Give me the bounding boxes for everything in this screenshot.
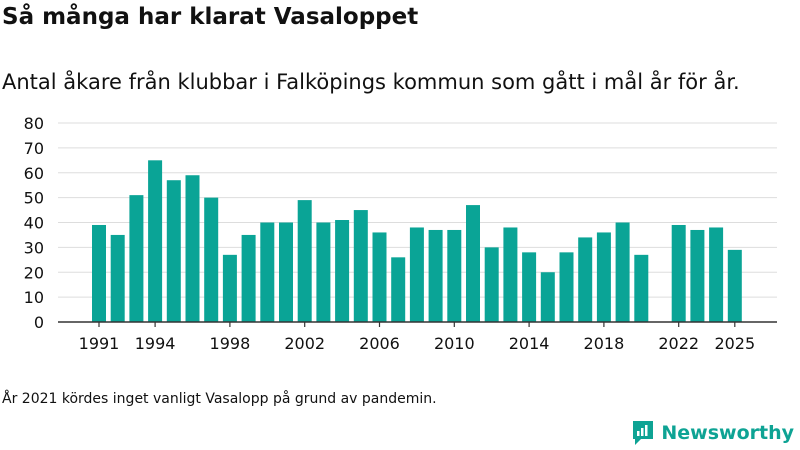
bar	[241, 234, 256, 322]
bar	[353, 210, 368, 322]
x-tick-label: 1991	[79, 334, 120, 353]
y-tick-label: 30	[24, 238, 44, 257]
bar	[503, 227, 518, 322]
x-tick-label: 2006	[359, 334, 400, 353]
brand-name: Newsworthy	[661, 422, 794, 444]
bar	[428, 229, 443, 322]
bars	[92, 160, 742, 322]
bar	[166, 180, 181, 322]
bar	[279, 222, 293, 322]
bar	[634, 254, 649, 322]
bar	[671, 224, 686, 322]
bar	[316, 222, 331, 322]
bar	[204, 197, 219, 322]
bar	[596, 232, 611, 322]
bar	[372, 232, 387, 322]
y-tick-label: 80	[24, 114, 44, 133]
x-tick-label: 1994	[135, 334, 176, 353]
x-tick-label: 2022	[658, 334, 699, 353]
bar	[727, 249, 742, 322]
x-tick-label: 2002	[284, 334, 325, 353]
x-tick-label: 1998	[210, 334, 251, 353]
bar	[222, 254, 237, 322]
footnote: År 2021 kördes inget vanligt Vasalopp på…	[2, 391, 437, 407]
bar	[185, 175, 200, 322]
bar	[559, 252, 574, 322]
axes: 0 10 20 30 40 50 60 70 80 1991 1994 1998 2002 2006 201…	[24, 114, 777, 353]
y-tick-label: 50	[24, 189, 44, 208]
bar	[466, 205, 480, 322]
bar	[335, 220, 350, 322]
y-tick-label: 10	[24, 288, 44, 307]
x-tick-label: 2018	[584, 334, 625, 353]
newsworthy-logo-icon	[633, 421, 654, 445]
bar	[540, 272, 555, 322]
x-tick-label: 2010	[434, 334, 475, 353]
bar	[391, 257, 406, 322]
y-tick-label: 60	[24, 164, 44, 183]
x-tick-label: 2025	[714, 334, 755, 353]
bar	[709, 227, 724, 322]
bar	[484, 247, 499, 322]
chart-subtitle: Antal åkare från klubbar i Falköpings ko…	[2, 70, 740, 94]
y-tick-label: 40	[24, 214, 44, 233]
bar-chart: 0 10 20 30 40 50 60 70 80 1991 1994 1998 2002 2006 201…	[24, 114, 777, 353]
bar	[92, 224, 106, 322]
bar	[148, 160, 163, 322]
bar	[690, 229, 705, 322]
chart-title: Så många har klarat Vasaloppet	[2, 4, 419, 30]
bar	[578, 237, 593, 322]
y-tick-label: 20	[24, 263, 44, 282]
bar	[447, 229, 462, 322]
bar	[409, 227, 424, 322]
x-tick-label: 2014	[509, 334, 550, 353]
bar	[522, 252, 537, 322]
y-tick-label: 0	[34, 313, 44, 332]
bar	[129, 195, 144, 322]
bar	[615, 222, 630, 322]
y-tick-label: 70	[24, 139, 44, 158]
bar	[297, 200, 312, 322]
bar	[110, 234, 125, 322]
newsworthy-brand[interactable]: Newsworthy	[631, 419, 794, 447]
bar	[260, 222, 275, 322]
